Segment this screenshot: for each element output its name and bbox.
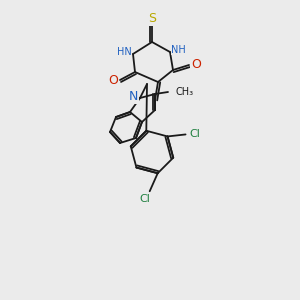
- Text: NH: NH: [171, 45, 186, 55]
- Text: N: N: [129, 91, 138, 103]
- Text: Cl: Cl: [139, 194, 150, 204]
- Text: CH₃: CH₃: [176, 87, 194, 97]
- Text: O: O: [191, 58, 201, 71]
- Text: Cl: Cl: [189, 129, 200, 140]
- Text: O: O: [108, 74, 118, 86]
- Text: HN: HN: [117, 47, 132, 57]
- Text: S: S: [148, 13, 156, 26]
